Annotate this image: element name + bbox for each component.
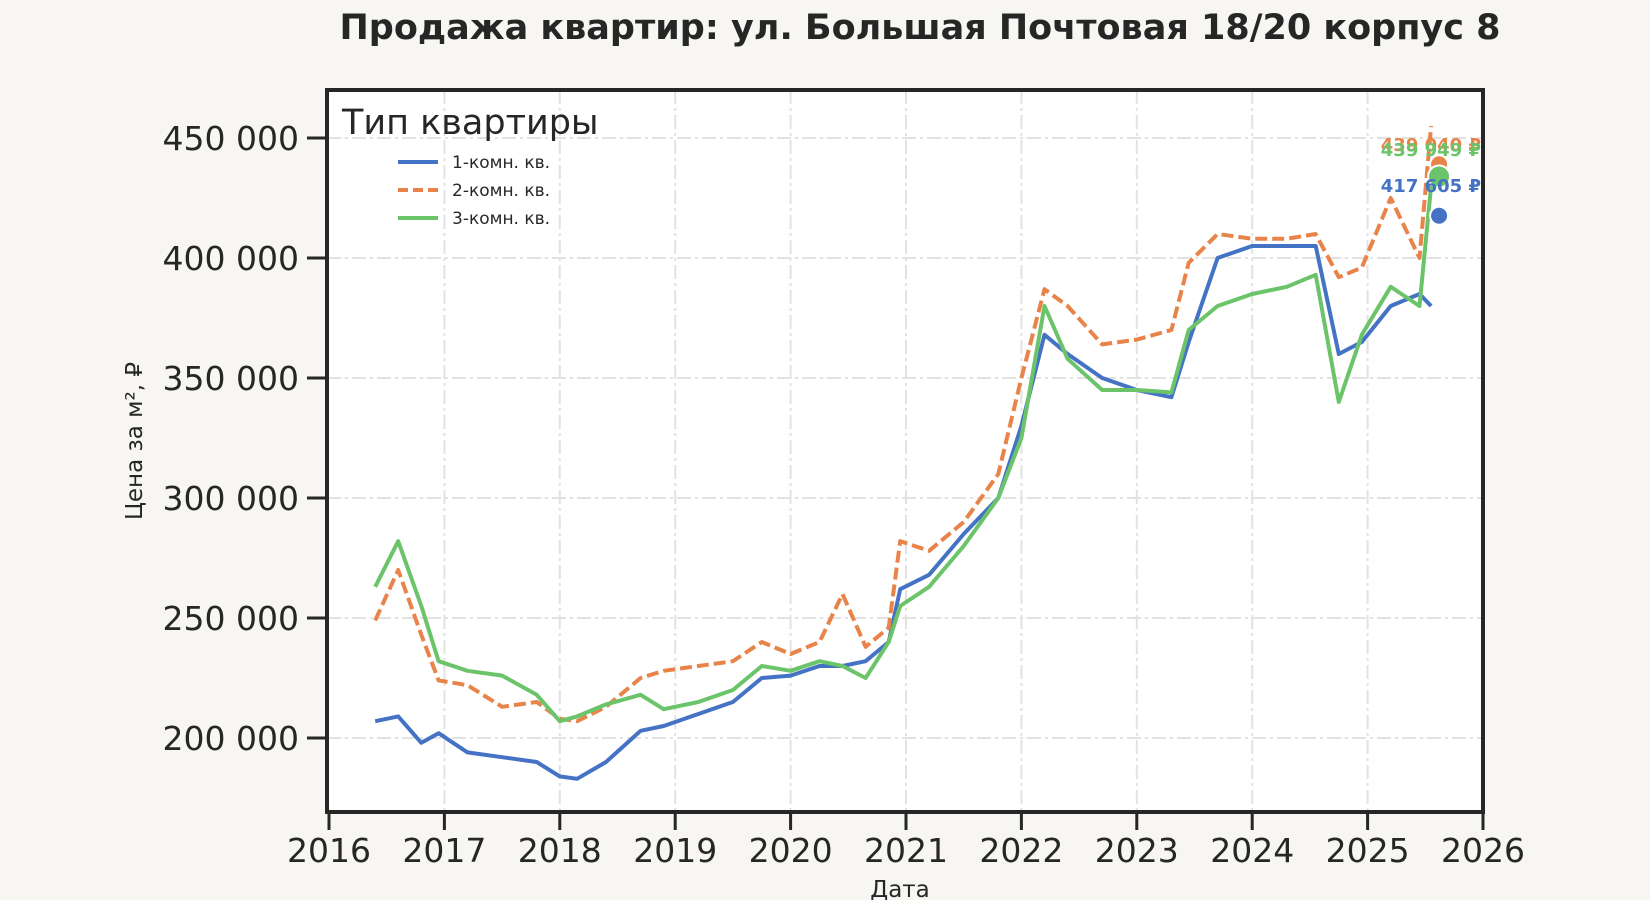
end-value-label: 439 040 ₽ (1381, 135, 1481, 156)
x-axis-label: Дата (870, 877, 930, 900)
x-tick-label: 2023 (1095, 831, 1179, 870)
legend-item: 1-комн. кв. (398, 153, 550, 173)
legend-label: 1-комн. кв. (452, 153, 550, 173)
series-layer (373, 125, 1434, 781)
legend-title: Тип квартиры (341, 103, 599, 143)
x-tick-label: 2021 (864, 831, 948, 870)
x-tick-label: 2019 (633, 831, 717, 870)
x-tick-label: 2020 (749, 831, 833, 870)
legend-item: 2-комн. кв. (398, 181, 550, 201)
y-tick-label: 250 000 (163, 599, 299, 638)
series-line (374, 244, 1433, 781)
y-axis: 200 000 250 000 300 000 350 000 400 000 450 0… (163, 119, 327, 758)
x-axis: 2016 2017 2018 2019 2020 2021 2022 2023 2024 2025… (287, 812, 1525, 870)
x-tick-label: 2017 (402, 831, 486, 870)
x-tick-label: 2025 (1326, 831, 1410, 870)
legend-item: 3-комн. кв. (398, 209, 550, 229)
y-tick-label: 450 000 (163, 119, 299, 158)
x-tick-label: 2024 (1210, 831, 1294, 870)
end-value-label: 417 605 ₽ (1381, 176, 1481, 197)
end-value-marker (1429, 205, 1450, 226)
legend: Тип квартиры 1-комн. кв. 2-комн. кв. 3-ком… (341, 103, 599, 229)
x-tick-label: 2026 (1441, 831, 1525, 870)
end-value-label: 439 949 ₽ (1381, 140, 1481, 161)
y-tick-label: 300 000 (163, 479, 299, 518)
y-axis-label: Цена за м², ₽ (122, 362, 148, 520)
grid-lines (327, 90, 1483, 812)
end-markers: 417 605 ₽ 439 040 ₽439 949 ₽ (1381, 135, 1481, 226)
x-tick-label: 2016 (287, 831, 371, 870)
x-tick-label: 2022 (979, 831, 1063, 870)
legend-label: 3-комн. кв. (452, 209, 550, 229)
chart-title: Продажа квартир: ул. Большая Почтовая 18… (339, 8, 1501, 48)
y-tick-label: 350 000 (163, 359, 299, 398)
x-tick-label: 2018 (518, 831, 602, 870)
y-tick-label: 200 000 (163, 719, 299, 758)
series-line (373, 185, 1434, 724)
legend-label: 2-комн. кв. (452, 181, 550, 201)
end-value-marker (1427, 164, 1452, 189)
y-tick-label: 400 000 (163, 239, 299, 278)
